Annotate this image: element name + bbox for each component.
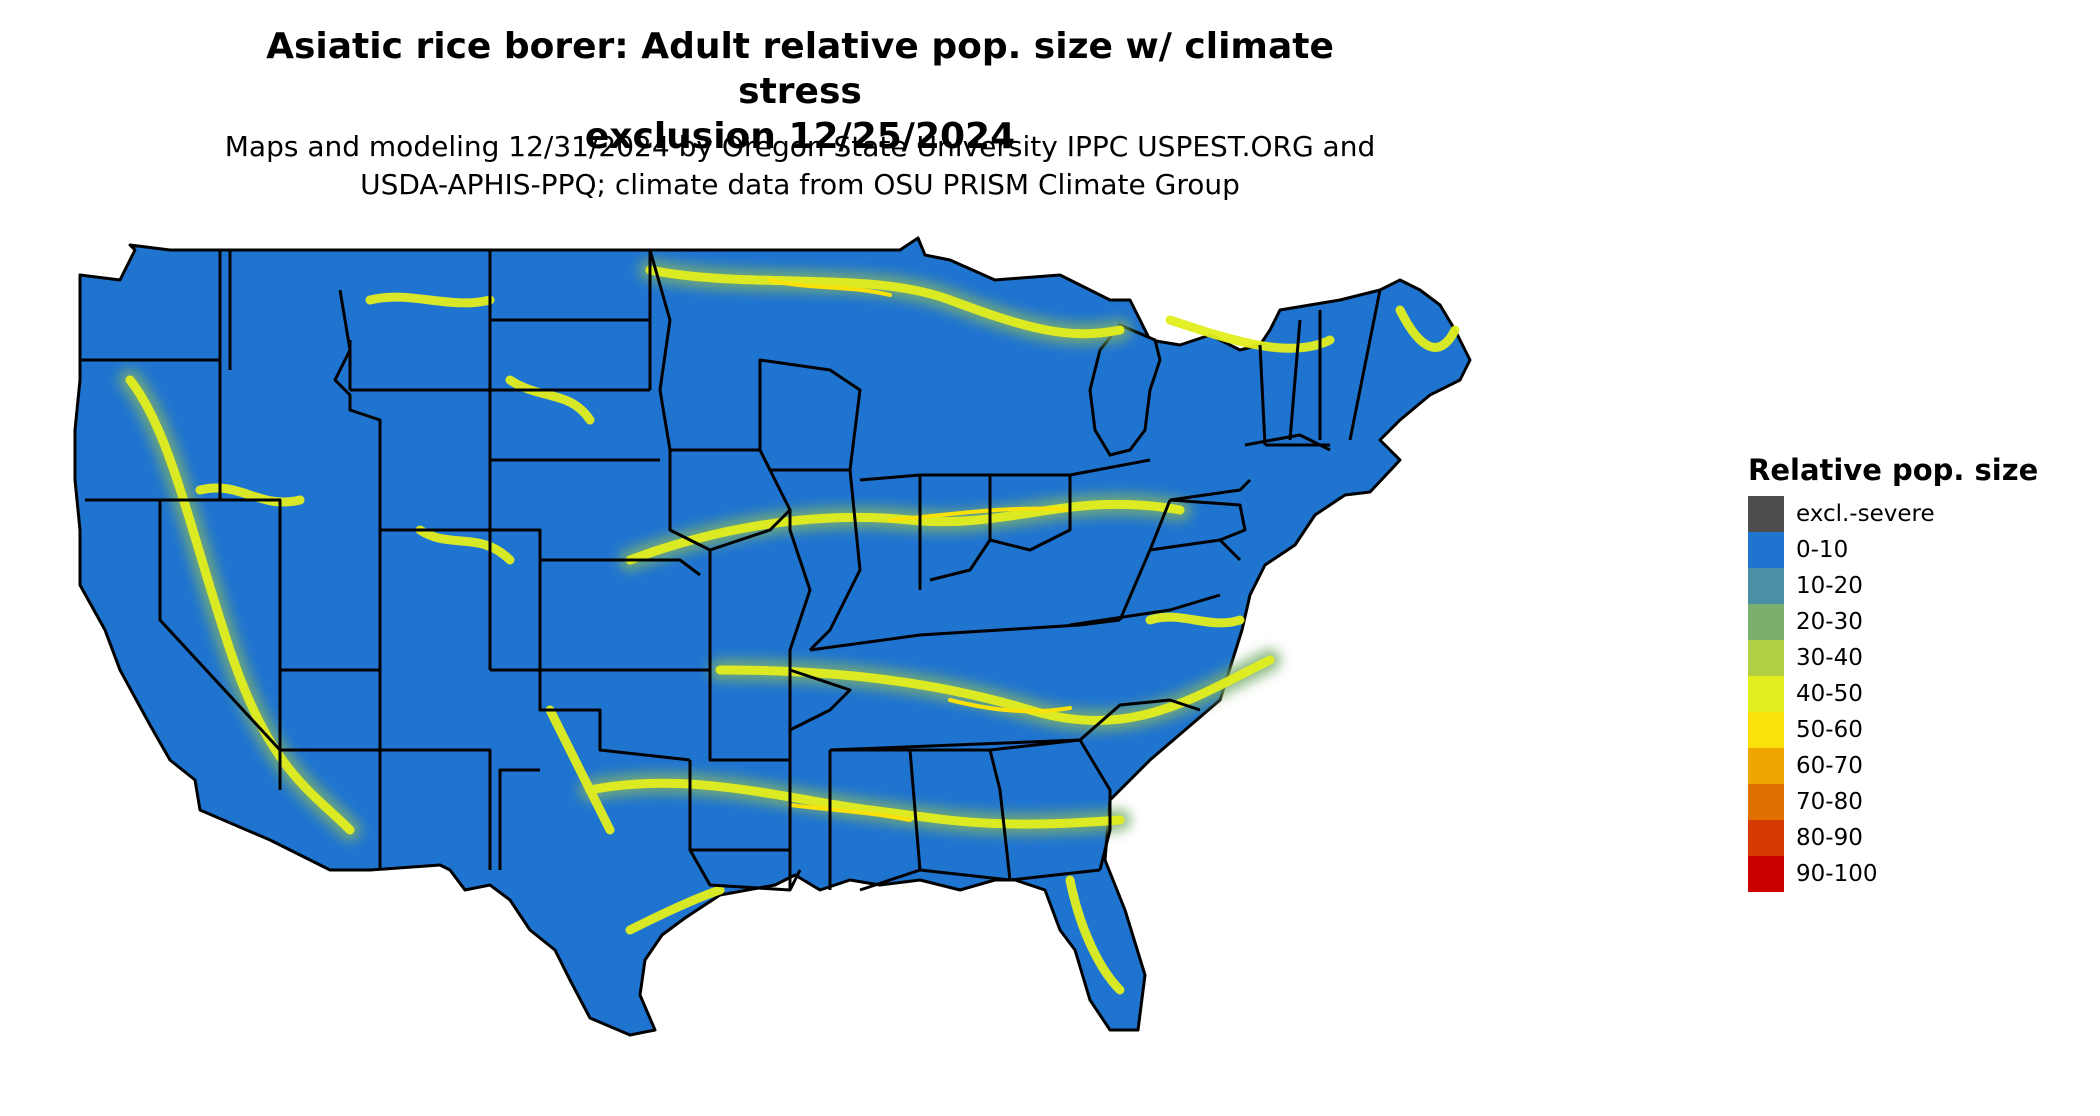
legend-item: 50-60	[1748, 712, 2038, 748]
legend-label: 70-80	[1796, 789, 1863, 815]
legend-label: excl.-severe	[1796, 501, 1935, 527]
map-subtitle-line: Maps and modeling 12/31/2024 by Oregon S…	[224, 130, 1376, 163]
legend-swatch	[1748, 748, 1784, 784]
legend-item: 0-10	[1748, 532, 2038, 568]
legend-label: 10-20	[1796, 573, 1863, 599]
legend-swatch	[1748, 604, 1784, 640]
us-map	[73, 236, 1472, 1037]
state-boundaries	[80, 248, 1382, 892]
legend-label: 20-30	[1796, 609, 1863, 635]
legend-swatch	[1748, 676, 1784, 712]
legend-swatch	[1748, 532, 1784, 568]
legend-swatch	[1748, 496, 1784, 532]
legend-title: Relative pop. size	[1748, 453, 2039, 487]
legend-item: 20-30	[1748, 604, 2038, 640]
legend-swatch	[1748, 712, 1784, 748]
legend-label: 50-60	[1796, 717, 1863, 743]
legend-item: excl.-severe	[1748, 496, 2038, 532]
legend-item: 10-20	[1748, 568, 2038, 604]
map-subtitle-line: USDA-APHIS-PPQ; climate data from OSU PR…	[360, 168, 1240, 201]
legend-item: 30-40	[1748, 640, 2038, 676]
map-title: Asiatic rice borer: Adult relative pop. …	[200, 24, 1400, 159]
michigan-lower	[1088, 323, 1162, 457]
legend-label: 60-70	[1796, 753, 1863, 779]
legend-item: 40-50	[1748, 676, 2038, 712]
legend-swatch	[1748, 820, 1784, 856]
population-bands	[119, 259, 1460, 995]
legend-swatch	[1748, 784, 1784, 820]
legend-label: 40-50	[1796, 681, 1863, 707]
legend-item: 80-90	[1748, 820, 2038, 856]
legend-item: 90-100	[1748, 856, 2038, 892]
legend-label: 80-90	[1796, 825, 1863, 851]
legend-label: 90-100	[1796, 861, 1878, 887]
legend-items: excl.-severe 0-10 10-20 20-30 30-40 40-5…	[1748, 496, 2038, 892]
legend: Relative pop. size excl.-severe 0-10 10-…	[1748, 452, 2038, 892]
legend-label: 30-40	[1796, 645, 1863, 671]
legend-swatch	[1748, 640, 1784, 676]
legend-item: 70-80	[1748, 784, 2038, 820]
map-title-line: Asiatic rice borer: Adult relative pop. …	[266, 26, 1334, 112]
legend-label: 0-10	[1796, 537, 1849, 563]
legend-swatch	[1748, 568, 1784, 604]
map-title-line: exclusion 12/25/2024	[584, 116, 1016, 157]
legend-item: 60-70	[1748, 748, 2038, 784]
map-subtitle: Maps and modeling 12/31/2024 by Oregon S…	[200, 128, 1400, 204]
legend-swatch	[1748, 856, 1784, 892]
